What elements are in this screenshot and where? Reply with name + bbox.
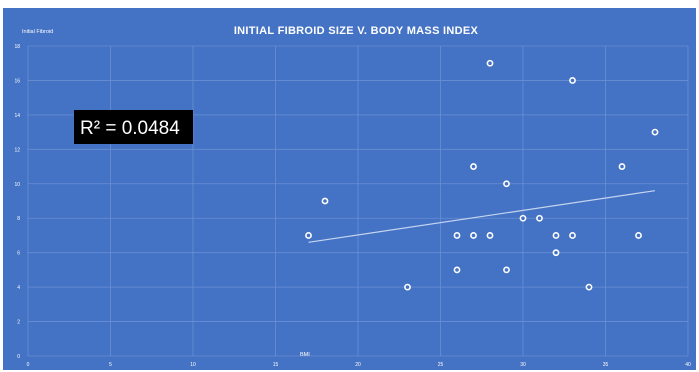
y-tick-label: 0 <box>17 354 20 360</box>
data-point <box>503 180 510 188</box>
y-tick-label: 6 <box>17 251 20 257</box>
x-tick-label: 20 <box>355 362 361 368</box>
data-point <box>305 232 312 239</box>
r-squared-box <box>74 110 193 144</box>
data-points <box>305 59 659 291</box>
data-point <box>404 283 411 291</box>
data-point <box>536 214 543 222</box>
data-point <box>585 283 593 291</box>
data-point <box>453 266 461 274</box>
chart-background <box>3 8 696 370</box>
chart-title: INITIAL FIBROID SIZE V. BODY MASS INDEX <box>234 25 479 37</box>
data-point <box>486 59 494 67</box>
data-point <box>635 232 642 239</box>
data-point <box>569 232 576 239</box>
data-point <box>651 128 659 136</box>
data-point <box>552 232 560 239</box>
gridlines <box>27 45 689 357</box>
x-tick-label: 35 <box>603 362 609 368</box>
y-tick-label: 4 <box>17 285 20 291</box>
x-tick-label: 5 <box>109 362 112 368</box>
data-point <box>503 266 510 274</box>
data-point <box>321 197 329 205</box>
data-point <box>519 214 527 222</box>
x-tick-label: 40 <box>685 362 691 368</box>
x-tick-label: 15 <box>273 362 279 368</box>
y-tick-label: 12 <box>14 147 20 153</box>
y-tick-label: 16 <box>14 78 20 84</box>
x-tick-label: 10 <box>190 362 196 368</box>
y-tick-label: 10 <box>14 182 20 188</box>
x-tick-label: 30 <box>520 362 526 368</box>
y-axis-label: Initial Fibroid <box>22 29 53 35</box>
data-point <box>470 163 477 170</box>
y-tick-label: 14 <box>14 113 20 119</box>
x-tick-label: 25 <box>438 362 444 368</box>
trendline <box>308 190 656 243</box>
data-point <box>618 163 626 170</box>
data-point <box>552 249 560 257</box>
tick-labels: 0 2 4 6 8 10 12 14 16 18 0 5 10 15 20 25 30 35 40 <box>14 44 691 368</box>
r-squared-label: R² = 0.0484 <box>80 118 180 139</box>
y-tick-label: 8 <box>17 216 20 222</box>
data-point <box>470 232 477 239</box>
data-point <box>569 77 576 84</box>
x-tick-label: 0 <box>27 362 30 368</box>
y-tick-label: 2 <box>17 320 20 326</box>
y-tick-label: 18 <box>14 44 20 50</box>
data-point <box>453 232 461 239</box>
data-point <box>486 232 494 239</box>
x-axis-label: BMI <box>300 352 310 358</box>
